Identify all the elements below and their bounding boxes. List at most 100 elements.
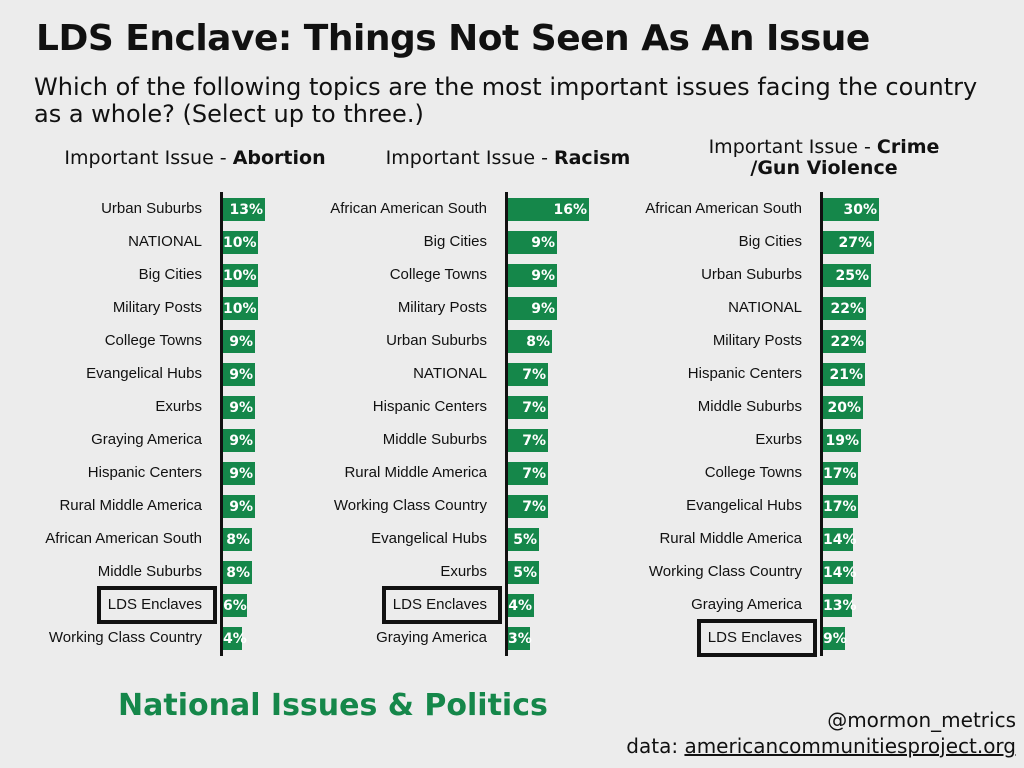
category-label: Graying America	[376, 629, 487, 646]
data-label: 10%	[223, 268, 257, 284]
y-axis-line	[220, 192, 223, 656]
bar	[223, 264, 258, 287]
category-label: Hispanic Centers	[372, 398, 487, 415]
panel-title-topic: Abortion	[232, 147, 326, 169]
data-label: 14%	[823, 565, 857, 581]
data-label: 9%	[531, 268, 555, 284]
data-label: 20%	[827, 400, 861, 416]
bar	[823, 561, 853, 584]
data-label: 10%	[223, 235, 257, 251]
category-label: Middle Suburbs	[382, 431, 487, 448]
bar	[223, 495, 255, 518]
data-label: 7%	[522, 466, 546, 482]
bar	[508, 429, 548, 452]
bar	[823, 396, 863, 419]
bar	[823, 594, 852, 617]
bar	[508, 363, 548, 386]
data-label: 9%	[229, 466, 253, 482]
category-label: College Towns	[104, 332, 202, 349]
category-label: Military Posts	[397, 299, 487, 316]
data-label: 9%	[229, 433, 253, 449]
category-label: Military Posts	[712, 332, 802, 349]
data-label: 9%	[229, 400, 253, 416]
bar	[823, 363, 865, 386]
data-label: 6%	[223, 598, 247, 614]
chart-subtitle: Which of the following topics are the mo…	[34, 73, 978, 128]
data-label: 7%	[522, 499, 546, 515]
category-label: Exurbs	[755, 431, 802, 448]
panel-title-prefix: Important Issue -	[708, 136, 877, 158]
bar	[508, 495, 548, 518]
bar	[508, 627, 530, 650]
data-label: 3%	[508, 631, 532, 647]
category-label: Graying America	[91, 431, 202, 448]
data-label: 9%	[229, 367, 253, 383]
category-label: African American South	[45, 530, 202, 547]
category-label: Working Class Country	[48, 629, 202, 646]
bar	[508, 396, 548, 419]
category-label: Middle Suburbs	[97, 563, 202, 580]
data-label: 25%	[835, 268, 869, 284]
bar	[223, 198, 265, 221]
source-note: data: americancommunitiesproject.org	[626, 734, 1016, 758]
bar	[223, 627, 242, 650]
bar	[223, 462, 255, 485]
source-label: data:	[626, 734, 679, 758]
category-label: Big Cities	[138, 266, 202, 283]
category-label: African American South	[330, 200, 487, 217]
panel-title-topic-line2: /Gun Violence	[750, 157, 898, 179]
data-label: 7%	[522, 367, 546, 383]
author-handle: @mormon_metrics	[827, 708, 1016, 732]
bar	[508, 297, 557, 320]
category-label: College Towns	[389, 266, 487, 283]
category-label: Middle Suburbs	[697, 398, 802, 415]
category-label: Hispanic Centers	[87, 464, 202, 481]
bar	[223, 330, 255, 353]
bar	[223, 429, 255, 452]
data-label: 27%	[838, 235, 872, 251]
category-label: College Towns	[704, 464, 802, 481]
category-label: Urban Suburbs	[701, 266, 802, 283]
bar	[823, 429, 861, 452]
bar	[508, 462, 548, 485]
data-label: 9%	[229, 334, 253, 350]
category-label: Rural Middle America	[659, 530, 802, 547]
bar	[508, 330, 552, 353]
chart-title: LDS Enclave: Things Not Seen As An Issue	[36, 18, 870, 59]
category-label: Exurbs	[155, 398, 202, 415]
category-label: Big Cities	[738, 233, 802, 250]
category-label: LDS Enclaves	[392, 596, 487, 613]
data-label: 7%	[522, 400, 546, 416]
category-label: NATIONAL	[728, 299, 802, 316]
data-label: 13%	[823, 598, 857, 614]
bar	[508, 231, 557, 254]
data-label: 8%	[226, 532, 250, 548]
data-label: 5%	[513, 532, 537, 548]
data-label: 9%	[229, 499, 253, 515]
bar	[508, 264, 557, 287]
data-label: 8%	[226, 565, 250, 581]
data-label: 7%	[522, 433, 546, 449]
data-label: 9%	[531, 301, 555, 317]
data-label: 4%	[223, 631, 247, 647]
category-label: Exurbs	[440, 563, 487, 580]
category-label: Working Class Country	[648, 563, 802, 580]
source-link[interactable]: americancommunitiesproject.org	[684, 734, 1016, 758]
data-label: 17%	[823, 499, 857, 515]
bar	[508, 561, 539, 584]
bar	[823, 528, 853, 551]
panel-title: Important Issue - Abortion	[35, 148, 355, 169]
category-label: NATIONAL	[128, 233, 202, 250]
category-label: Urban Suburbs	[386, 332, 487, 349]
data-label: 10%	[223, 301, 257, 317]
data-label: 16%	[553, 202, 587, 218]
data-label: 9%	[531, 235, 555, 251]
bar	[223, 594, 247, 617]
bar	[223, 561, 252, 584]
category-label: Evangelical Hubs	[371, 530, 487, 547]
data-label: 8%	[526, 334, 550, 350]
bar	[823, 462, 858, 485]
category-label: Evangelical Hubs	[686, 497, 802, 514]
data-label: 21%	[829, 367, 863, 383]
highlight-box	[97, 586, 217, 624]
